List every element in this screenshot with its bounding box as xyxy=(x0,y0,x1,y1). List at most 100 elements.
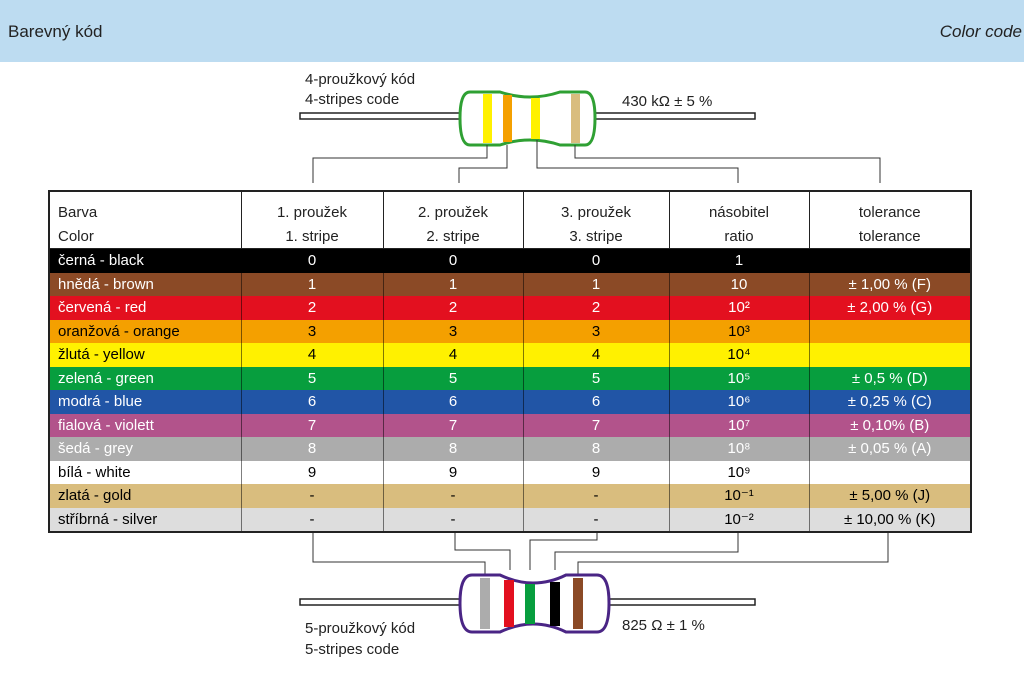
color-row: zlatá - gold - - -10⁻¹ ± 5,00 % (J) xyxy=(49,484,971,508)
cell: zelená - green xyxy=(58,369,154,387)
cell: 1 xyxy=(522,272,669,296)
cell: 10 xyxy=(668,272,809,296)
cell: 10⁻¹ xyxy=(668,484,809,508)
cell: šedá - grey xyxy=(58,440,134,457)
cell: - xyxy=(382,484,523,508)
header-cell: násobitel xyxy=(668,191,809,224)
color-row: oranžová - orange 3 3 3 10³ xyxy=(49,319,971,343)
cell: ± 5,00 % (J) xyxy=(808,484,971,508)
cell: oranžová - orange xyxy=(58,322,180,340)
cell: 7 xyxy=(522,413,669,437)
title: Barevný kód xyxy=(8,22,103,41)
cell: 0 xyxy=(522,248,669,273)
header-cell: 2. proužek xyxy=(382,191,523,224)
cell: - xyxy=(382,507,523,532)
cell: 3 xyxy=(522,319,669,343)
cell xyxy=(808,460,971,484)
cell: ± 0,5 % (D) xyxy=(808,366,971,390)
header-row: Barva 1. proužek 2. proužek 3. proužek násob… xyxy=(49,191,971,224)
cell: 8 xyxy=(382,437,523,461)
color-row: zelená - green 5 5 5 10⁵ ± 0,5 % (D) xyxy=(49,366,971,390)
cell: 6 xyxy=(522,390,669,414)
cell: 4 xyxy=(240,343,383,367)
cell: 10⁴ xyxy=(668,343,809,367)
header-cell: 2. stripe xyxy=(382,224,523,249)
cell xyxy=(808,248,971,273)
cell: 2 xyxy=(522,296,669,320)
cell: ± 0,05 % (A) xyxy=(808,437,971,461)
cell: 5 xyxy=(382,366,523,390)
header-cell: Color xyxy=(49,224,241,249)
header-cell: tolerance xyxy=(808,224,971,249)
cell: ± 0,25 % (C) xyxy=(808,390,971,414)
cell: 7 xyxy=(240,413,383,437)
cell: 4 xyxy=(522,343,669,367)
header-cell: 1. proužek xyxy=(240,191,383,224)
cell: 4 xyxy=(382,343,523,367)
color-row: modrá - blue 6 6 6 10⁶ ± 0,25 % (C) xyxy=(49,390,971,414)
cell: 10⁵ xyxy=(668,366,809,390)
cell: bílá - white xyxy=(58,463,131,481)
color-row: černá - black 0 0 0 1 xyxy=(49,248,971,273)
header-cell: 1. stripe xyxy=(240,224,383,249)
cell: 0 xyxy=(382,248,523,273)
color-row: stříbrná - silver - - -10⁻² ± 10,00 % (K) xyxy=(49,507,971,532)
header: Barevný kód Color code xyxy=(0,0,1024,62)
header-cell: tolerance xyxy=(808,191,971,224)
cell xyxy=(808,319,971,343)
color-row: hnědá - brown 1 1 1 10 ± 1,00 % (F) xyxy=(49,272,971,296)
cell: 9 xyxy=(382,460,523,484)
color-table: Barva 1. proužek 2. proužek 3. proužek násob… xyxy=(48,190,972,533)
cell: 10⁸ xyxy=(668,437,809,461)
header-cell: Barva xyxy=(49,191,241,224)
cell: 10² xyxy=(668,296,809,320)
cell: 3 xyxy=(240,319,383,343)
color-row: bílá - white 9 9 9 10⁹ xyxy=(49,460,971,484)
cell: 10⁷ xyxy=(668,413,809,437)
cell: 2 xyxy=(382,296,523,320)
cell: ± 10,00 % (K) xyxy=(808,507,971,532)
title-en: Color code xyxy=(939,22,1022,41)
cell: 6 xyxy=(382,390,523,414)
header-cell: 3. stripe xyxy=(522,224,669,249)
bottom-value: 825 Ω ± 1 % xyxy=(622,617,705,634)
cell: ± 1,00 % (F) xyxy=(808,272,971,296)
bottom-label-cs: 5-proužkový kód xyxy=(305,620,415,637)
cell: 5 xyxy=(522,366,669,390)
cell: - xyxy=(240,484,383,508)
cell: ± 2,00 % (G) xyxy=(808,296,971,320)
color-row: fialová - violett 7 7 7 10⁷ ± 0,10% (B) xyxy=(49,413,971,437)
cell: 10⁶ xyxy=(668,390,809,414)
cell: 10³ xyxy=(668,319,809,343)
color-row: šedá - grey 8 8 8 10⁸ ± 0,05 % (A) xyxy=(49,437,971,461)
cell: 2 xyxy=(240,296,383,320)
cell: 9 xyxy=(522,460,669,484)
color-row: žlutá - yellow 4 4 4 10⁴ xyxy=(49,343,971,367)
cell: 1 xyxy=(668,248,809,273)
header-cell: ratio xyxy=(668,224,809,249)
cell: 10⁻² xyxy=(668,507,809,532)
bottom-label-en: 5-stripes code xyxy=(305,641,399,658)
cell: - xyxy=(522,484,669,508)
cell: 3 xyxy=(382,319,523,343)
cell: ± 0,10% (B) xyxy=(808,413,971,437)
cell: zlatá - gold xyxy=(58,487,132,504)
cell: 8 xyxy=(522,437,669,461)
cell: 0 xyxy=(240,248,383,273)
top-label-en: 4-stripes code xyxy=(305,91,399,108)
cell: žlutá - yellow xyxy=(58,346,145,363)
cell: - xyxy=(240,507,383,532)
cell: 8 xyxy=(240,437,383,461)
header-row: Color 1. stripe 2. stripe 3. stripe ratio tol… xyxy=(49,224,971,249)
cell: červená - red xyxy=(58,299,147,316)
cell xyxy=(808,343,971,367)
cell: 7 xyxy=(382,413,523,437)
cell: 1 xyxy=(382,272,523,296)
cell: modrá - blue xyxy=(58,393,143,410)
cell: 1 xyxy=(240,272,383,296)
top-label-cs: 4-proužkový kód xyxy=(305,71,415,88)
cell: 10⁹ xyxy=(668,460,809,484)
cell: fialová - violett xyxy=(58,416,154,434)
cell: stříbrná - silver xyxy=(58,510,158,528)
